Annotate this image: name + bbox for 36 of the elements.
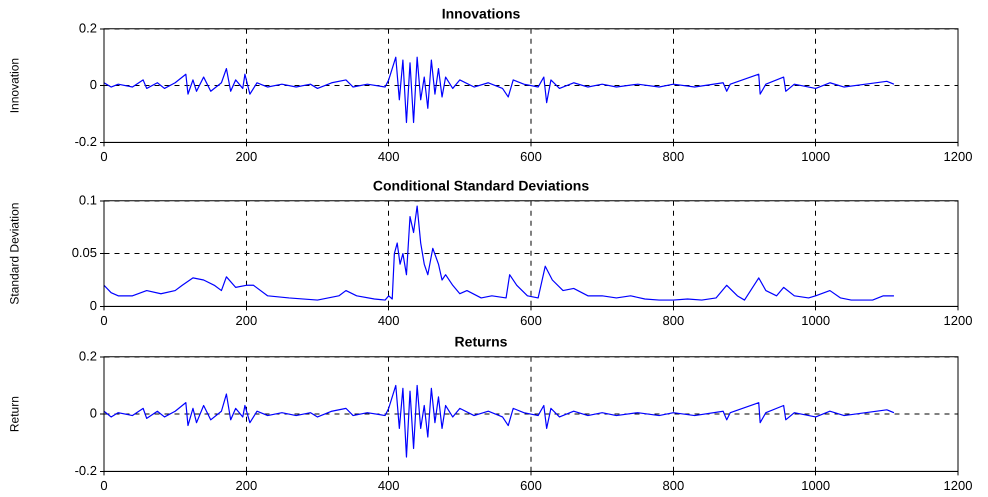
y-axis-title: Standard Deviation <box>8 202 22 305</box>
x-tick-label: 1000 <box>801 148 830 164</box>
x-tick-label: 0 <box>100 312 108 328</box>
x-tick-label: 600 <box>520 148 542 164</box>
x-tick-label: 800 <box>662 148 684 164</box>
x-tick-label: 1200 <box>944 312 972 328</box>
x-tick-label: 0 <box>100 478 108 493</box>
x-tick-label: 200 <box>235 478 258 493</box>
x-tick-label: 400 <box>378 148 400 164</box>
x-tick-label: 200 <box>235 148 258 164</box>
y-axis-title: Innovation <box>8 58 22 114</box>
x-tick-label: 200 <box>235 312 258 328</box>
x-tick-label: 800 <box>662 478 684 493</box>
chart-title: Returns <box>454 333 508 350</box>
x-tick-label: 1000 <box>801 478 830 493</box>
y-tick-label: -0.2 <box>74 134 97 149</box>
y-tick-label: 0.1 <box>78 192 97 208</box>
x-tick-label: 400 <box>378 478 400 493</box>
y-tick-label: 0 <box>90 77 97 92</box>
x-tick-label: 800 <box>662 312 684 328</box>
x-tick-label: 1200 <box>944 148 972 164</box>
y-tick-label: 0.05 <box>72 245 97 260</box>
y-tick-label: 0.2 <box>78 20 97 36</box>
x-tick-label: 0 <box>100 148 108 164</box>
x-tick-label: 600 <box>520 478 542 493</box>
y-tick-label: 0.2 <box>78 348 97 364</box>
chart-title: Innovations <box>442 5 520 22</box>
x-tick-label: 400 <box>378 312 400 328</box>
y-axis-title: Return <box>8 396 22 432</box>
x-tick-label: 1000 <box>801 312 830 328</box>
x-tick-label: 1200 <box>944 478 972 493</box>
chart-title: Conditional Standard Deviations <box>372 177 590 194</box>
y-tick-label: 0 <box>90 298 97 313</box>
y-tick-label: -0.2 <box>74 462 97 478</box>
y-tick-label: 0 <box>90 406 97 421</box>
x-tick-label: 600 <box>520 312 542 328</box>
